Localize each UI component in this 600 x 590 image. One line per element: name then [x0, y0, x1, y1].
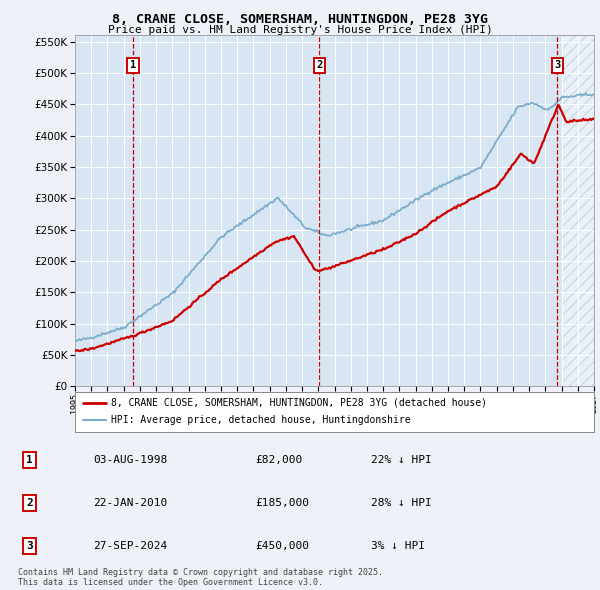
Bar: [562, 35, 594, 386]
Text: 1: 1: [26, 455, 33, 465]
Text: £82,000: £82,000: [255, 455, 302, 465]
Text: 03-AUG-1998: 03-AUG-1998: [93, 455, 167, 465]
Text: 8, CRANE CLOSE, SOMERSHAM, HUNTINGDON, PE28 3YG (detached house): 8, CRANE CLOSE, SOMERSHAM, HUNTINGDON, P…: [112, 398, 487, 408]
Text: 1: 1: [130, 60, 136, 70]
Text: 22% ↓ HPI: 22% ↓ HPI: [371, 455, 432, 465]
Text: 3% ↓ HPI: 3% ↓ HPI: [371, 541, 425, 551]
Text: 3: 3: [554, 60, 560, 70]
Text: 2: 2: [316, 60, 322, 70]
Text: 3: 3: [26, 541, 33, 551]
Text: Contains HM Land Registry data © Crown copyright and database right 2025.
This d: Contains HM Land Registry data © Crown c…: [18, 568, 383, 587]
Text: 27-SEP-2024: 27-SEP-2024: [93, 541, 167, 551]
Text: 8, CRANE CLOSE, SOMERSHAM, HUNTINGDON, PE28 3YG: 8, CRANE CLOSE, SOMERSHAM, HUNTINGDON, P…: [112, 13, 488, 26]
Text: £450,000: £450,000: [255, 541, 309, 551]
Text: 22-JAN-2010: 22-JAN-2010: [93, 498, 167, 508]
Text: £185,000: £185,000: [255, 498, 309, 508]
Text: 2: 2: [26, 498, 33, 508]
Text: 28% ↓ HPI: 28% ↓ HPI: [371, 498, 432, 508]
Text: Price paid vs. HM Land Registry's House Price Index (HPI): Price paid vs. HM Land Registry's House …: [107, 25, 493, 35]
Text: HPI: Average price, detached house, Huntingdonshire: HPI: Average price, detached house, Hunt…: [112, 415, 411, 425]
